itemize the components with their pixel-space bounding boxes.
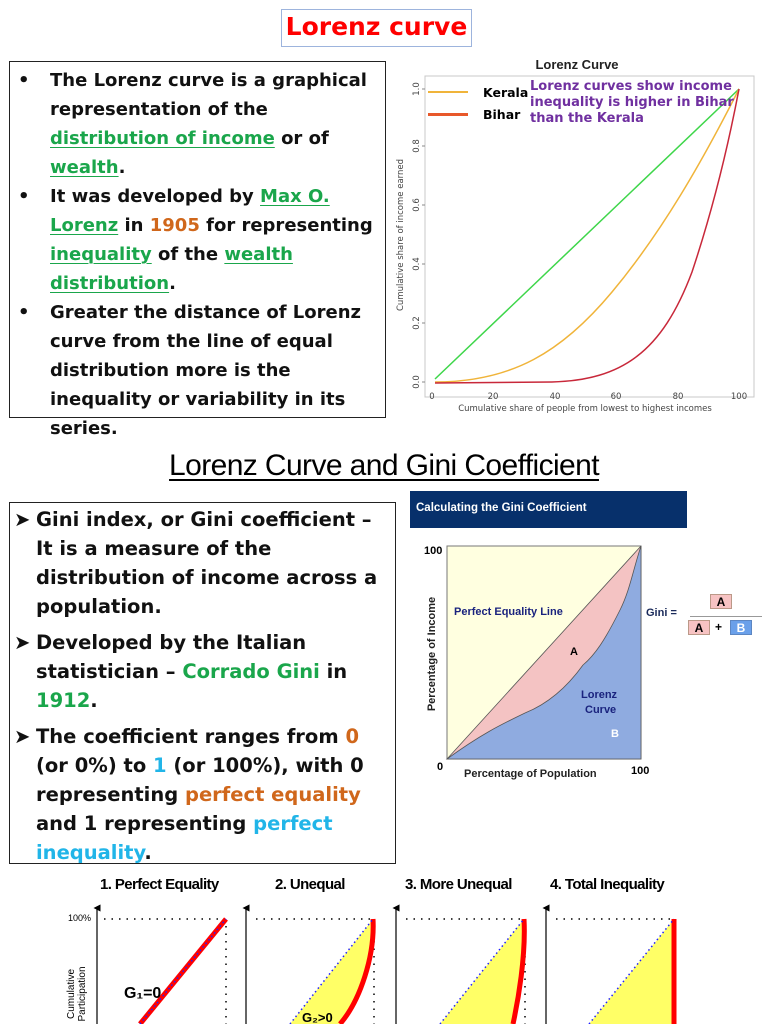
- svg-text:1.0: 1.0: [412, 82, 422, 96]
- arrow-bullet-icon: ➤: [14, 631, 31, 654]
- svg-text:0.6: 0.6: [412, 198, 422, 212]
- svg-text:B: B: [611, 728, 619, 740]
- svg-text:Perfect Equality Line: Perfect Equality Line: [454, 606, 563, 618]
- panel-title-4: 4. Total Inequality: [550, 876, 665, 893]
- link-max-o-lorenz[interactable]: Max O. Lorenz: [50, 186, 330, 236]
- gini-diagram: 100 0 100 Percentage of Population Perce…: [405, 530, 768, 795]
- svg-text:0.4: 0.4: [412, 257, 422, 271]
- svg-text:Cumulative share of income ear: Cumulative share of income earned: [396, 159, 406, 311]
- y-tick-0.0: 0.0: [412, 375, 422, 389]
- formula-denominator-a: A: [688, 620, 710, 635]
- gini-bullet-3: ➤ The coefficient ranges from 0 (or 0%) …: [14, 722, 389, 867]
- legend-kerala: Kerala: [428, 81, 528, 103]
- term-perfect-equality: perfect equality: [185, 783, 361, 806]
- slide-title-box: Lorenz curve: [281, 9, 472, 47]
- chart-annotation: Lorenz curves show income inequality is …: [530, 79, 734, 126]
- svg-text:A: A: [570, 646, 578, 658]
- gini-bullet-2: ➤ Developed by the Italian statistician …: [14, 628, 389, 715]
- gini-formula: Gini = A A + B: [646, 592, 768, 640]
- svg-text:0: 0: [429, 392, 434, 402]
- chart-legend: Kerala Bihar: [428, 81, 528, 125]
- svg-text:60: 60: [611, 392, 622, 402]
- equality-line: [434, 88, 740, 380]
- svg-text:G₂>0: G₂>0: [302, 1010, 333, 1024]
- gini-diagram-plot: 100 0 100 Percentage of Population Perce…: [424, 545, 649, 780]
- term-perfect-inequality: perfect inequality: [36, 812, 333, 864]
- svg-text:G₁=0: G₁=0: [124, 985, 161, 1002]
- svg-text:Cumulative share of people fro: Cumulative share of people from lowest t…: [458, 404, 712, 414]
- svg-text:0.8: 0.8: [412, 139, 422, 153]
- svg-text:Cumulative: Cumulative: [66, 969, 77, 1019]
- svg-text:80: 80: [673, 392, 684, 402]
- lorenz-definition-box: The Lorenz curve is a graphical represen…: [9, 61, 386, 439]
- link-wealth-distribution[interactable]: wealth distribution: [50, 244, 293, 294]
- link-inequality[interactable]: inequality: [50, 244, 152, 265]
- panel-title-1: 1. Perfect Equality: [100, 876, 219, 893]
- y-tick-100: 100%: [68, 913, 91, 923]
- chart-title: Lorenz Curve: [535, 57, 619, 72]
- origin-label: 0: [437, 761, 443, 773]
- lorenz-curve-chart: Lorenz Curve 0.0 0.2 0.4 0.6 0.8 1.0 Cum…: [392, 52, 762, 422]
- svg-text:100: 100: [731, 392, 747, 402]
- panels-plot: 100% Cumulative Participation G₁=0 G₂>0: [66, 904, 677, 1024]
- year-1905: 1905: [149, 215, 200, 236]
- x-right-label: 100: [631, 765, 649, 777]
- arrow-bullet-icon: ➤: [14, 508, 31, 531]
- panel-title-3: 3. More Unequal: [405, 876, 512, 893]
- bullet-1: The Lorenz curve is a graphical represen…: [16, 66, 379, 182]
- formula-lhs: Gini =: [646, 607, 677, 619]
- svg-text:40: 40: [550, 392, 561, 402]
- gini-panel-header: Calculating the Gini Coefficient: [410, 491, 687, 528]
- gini-definition-box: ➤ Gini index, or Gini coefficient – It i…: [9, 502, 396, 864]
- gini-bullet-1: ➤ Gini index, or Gini coefficient – It i…: [14, 505, 389, 621]
- formula-numerator-a: A: [710, 594, 732, 609]
- svg-text:Percentage of Income: Percentage of Income: [426, 597, 438, 711]
- panel-title-2: 2. Unequal: [275, 876, 345, 893]
- arrow-bullet-icon: ➤: [14, 725, 31, 748]
- link-distribution-of-income[interactable]: distribution of income: [50, 128, 275, 149]
- bullet-3: Greater the distance of Lorenz curve fro…: [16, 298, 379, 443]
- svg-text:Curve: Curve: [585, 704, 616, 716]
- year-1912: 1912: [36, 689, 91, 712]
- bihar-curve: [434, 88, 740, 384]
- link-wealth[interactable]: wealth: [50, 157, 119, 178]
- legend-bihar: Bihar: [428, 103, 528, 125]
- fraction-bar: [690, 616, 762, 617]
- slide-title: Lorenz curve: [285, 12, 468, 41]
- y-top-label: 100: [424, 545, 442, 557]
- svg-text:20: 20: [488, 392, 499, 402]
- bullet-2: It was developed by Max O. Lorenz in 190…: [16, 182, 379, 298]
- svg-text:0.2: 0.2: [412, 316, 422, 330]
- svg-text:Participation: Participation: [77, 966, 88, 1021]
- name-corrado-gini: Corrado Gini: [182, 660, 320, 683]
- svg-text:Lorenz: Lorenz: [581, 689, 618, 701]
- lorenz-chart-plot: 0.0 0.2 0.4 0.6 0.8 1.0 Cumulative share…: [396, 75, 755, 414]
- section-heading: Lorenz Curve and Gini Coefficient: [169, 449, 600, 482]
- svg-text:Percentage of Population: Percentage of Population: [464, 768, 597, 780]
- gini-progression-panels: 1. Perfect Equality 2. Unequal 3. More U…: [40, 876, 768, 1024]
- kerala-curve: [434, 88, 740, 383]
- formula-denominator-b: B: [730, 620, 752, 635]
